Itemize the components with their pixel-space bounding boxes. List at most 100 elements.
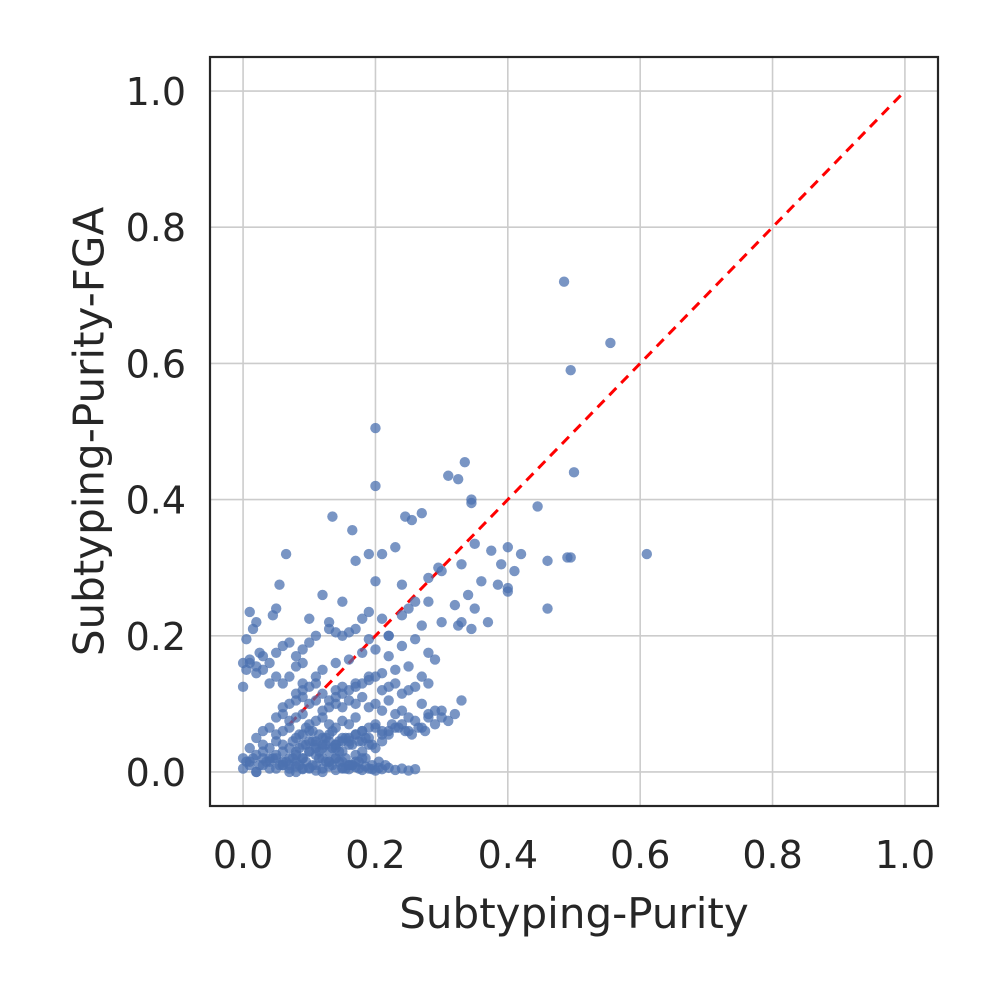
scatter-point (396, 705, 408, 716)
scatter-point (363, 633, 375, 645)
scatter-point (327, 725, 338, 737)
scatter-point (443, 470, 454, 481)
scatter-point (396, 640, 408, 652)
scatter-point (343, 654, 355, 665)
scatter-point (327, 511, 338, 522)
identity-reference-line (288, 89, 906, 726)
scatter-point (317, 766, 328, 778)
scatter-point (376, 548, 388, 560)
scatter-point (396, 579, 408, 590)
scatter-point (605, 337, 616, 349)
scatter-point (357, 691, 368, 703)
scatter-point (396, 610, 408, 621)
scatter-point (310, 678, 322, 689)
y-tick-label: 0.8 (126, 206, 186, 250)
scatter-point (370, 671, 381, 682)
x-tick-labels: 0.0 0.2 0.4 0.6 0.8 1.0 (213, 833, 935, 877)
scatter-point (237, 681, 249, 693)
x-tick-label: 0.2 (345, 833, 405, 877)
scatter-point (403, 725, 414, 737)
scatter-point (323, 623, 335, 635)
scatter-point (290, 651, 302, 662)
scatter-point (423, 572, 434, 584)
scatter-point (297, 657, 308, 669)
scatter-point (337, 732, 348, 744)
x-tick-label: 0.0 (213, 833, 273, 877)
scatter-point (542, 603, 553, 614)
scatter-point (284, 766, 295, 778)
scatter-point (532, 501, 543, 512)
scatter-point (390, 678, 401, 689)
scatter-point (264, 756, 275, 767)
y-tick-label: 0.0 (126, 751, 186, 795)
scatter-point (264, 678, 275, 689)
scatter-point (502, 542, 514, 553)
scatter-point (294, 729, 305, 740)
scatter-point (277, 759, 288, 771)
scatter-point (244, 742, 255, 754)
data-points (237, 276, 652, 778)
scatter-point (304, 613, 315, 624)
y-tick-label: 0.6 (126, 342, 186, 386)
scatter-point (436, 616, 447, 628)
scatter-point (562, 552, 573, 563)
scatter-point (337, 596, 348, 607)
scatter-point (370, 422, 381, 434)
scatter-point (376, 729, 388, 740)
scatter-point (436, 705, 447, 716)
scatter-point (277, 746, 288, 757)
scatter-point (409, 764, 421, 775)
scatter-point (429, 654, 441, 665)
scatter-point (496, 559, 507, 570)
y-tick-label: 0.2 (126, 615, 186, 659)
scatter-point (310, 630, 322, 641)
scatter-point (264, 657, 275, 669)
scatter-point (304, 746, 315, 757)
scatter-point (270, 647, 282, 658)
scatter-point (390, 542, 401, 553)
scatter-point (429, 719, 441, 730)
scatter-point (436, 565, 447, 577)
scatter-point (416, 508, 427, 519)
scatter-point (244, 759, 255, 771)
scatter-point (416, 620, 427, 631)
scatter-point (241, 633, 252, 645)
scatter-point (277, 640, 288, 652)
scatter-point (317, 712, 328, 723)
scatter-point (459, 456, 470, 468)
scatter-point (383, 651, 394, 662)
scatter-point (274, 579, 285, 590)
scatter-point (280, 548, 292, 560)
scatter-point (376, 613, 388, 624)
scatter-point (476, 576, 487, 587)
scatter-point (257, 651, 269, 662)
scatter-point (350, 555, 361, 567)
scatter-point (370, 576, 381, 587)
x-tick-label: 1.0 (875, 833, 935, 877)
scatter-point (568, 467, 580, 478)
scatter-point (469, 603, 480, 614)
scatter-point (264, 722, 275, 733)
scatter-point (423, 678, 434, 689)
scatter-point (641, 548, 652, 560)
scatter-point (383, 695, 394, 706)
scatter-point (370, 698, 381, 710)
scatter-point (304, 637, 315, 648)
scatter-point (270, 671, 282, 682)
scatter-point (317, 589, 328, 601)
x-tick-label: 0.8 (742, 833, 802, 877)
scatter-point (486, 545, 497, 556)
scatter-point (509, 565, 520, 577)
scatter-point (456, 695, 467, 706)
scatter-point (330, 657, 341, 669)
y-tick-label: 0.4 (126, 479, 186, 523)
scatter-point (284, 722, 295, 733)
scatter-point (370, 722, 381, 733)
scatter-point (363, 606, 375, 618)
scatter-point (423, 647, 434, 658)
y-tick-labels: 0.0 0.2 0.4 0.6 0.8 1.0 (126, 70, 186, 795)
scatter-point (251, 766, 262, 778)
scatter-point (297, 691, 308, 703)
